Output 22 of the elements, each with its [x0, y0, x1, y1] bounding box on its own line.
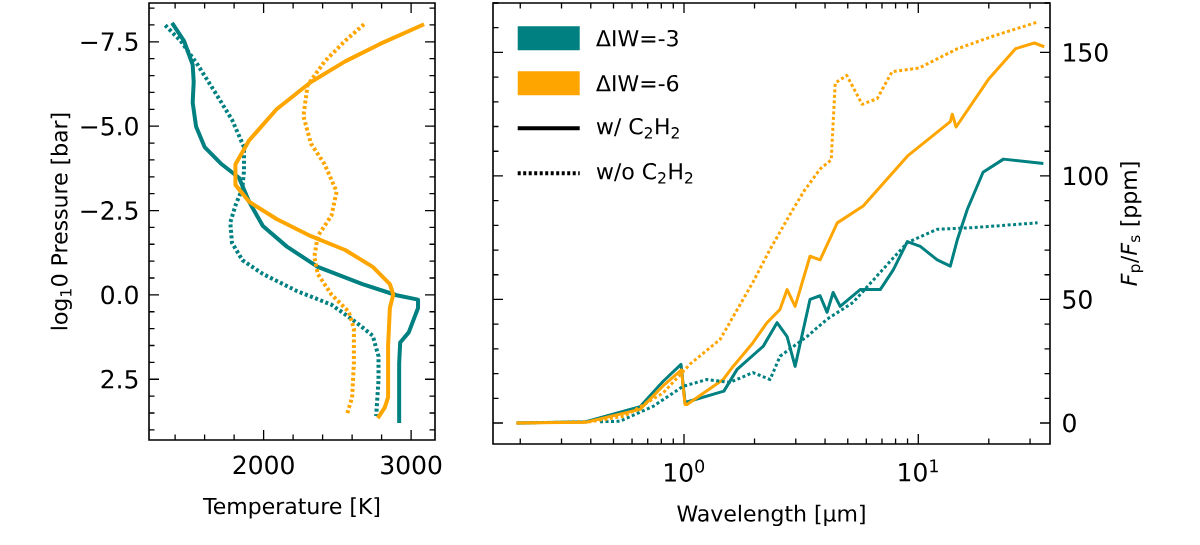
y-tick-label: 2.5	[101, 369, 138, 389]
x-tick-label: 3000	[381, 455, 442, 475]
x-axis-title: Temperature [K]	[202, 497, 380, 519]
y-axis-title: log$_{1}$0 Pressure [bar]	[50, 113, 72, 330]
x-axis-title: Wavelength [μm]	[677, 504, 865, 527]
line-series	[233, 22, 427, 421]
y-tick-label: 100	[1064, 166, 1108, 186]
legend-label: ΔIW=-3	[596, 29, 678, 47]
y-tick-label: −5.0	[81, 116, 138, 136]
annotation: w/ C$_{2}$H$_{2}$	[596, 117, 679, 139]
y-tick-label: −2.5	[81, 201, 138, 220]
annotation: w/o C$_{2}$H$_{2}$	[596, 162, 693, 184]
x-tick-label: 2000	[233, 455, 294, 475]
y-tick-label: −7.5	[81, 32, 138, 52]
y-tick-label: 0.0	[101, 285, 138, 305]
y-tick-label: 0	[1063, 413, 1076, 433]
y-tick-label: 150	[1064, 42, 1108, 62]
y-axis-title: F$_{p}$/F$_{s}$ [ppm]	[1120, 162, 1144, 286]
legend-label: ΔIW=-6	[596, 74, 679, 92]
y-tick-label: 50	[1063, 290, 1092, 309]
x-tick-label: 10$^{0}$	[665, 459, 705, 482]
x-tick-label: 10$^{1}$	[899, 459, 938, 482]
